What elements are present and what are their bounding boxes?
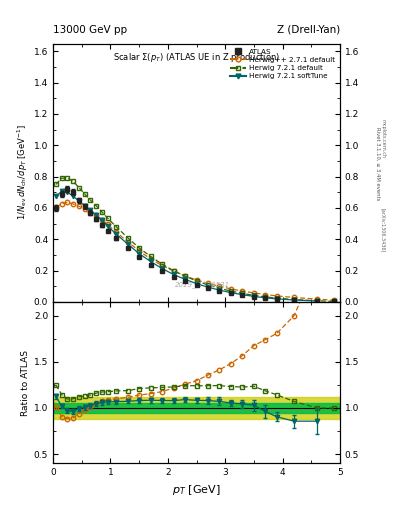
Y-axis label: $1/N_\mathrm{ev}\,dN_\mathrm{ch}/dp_T\;[\mathrm{GeV}^{-1}]$: $1/N_\mathrm{ev}\,dN_\mathrm{ch}/dp_T\;[… — [15, 125, 29, 221]
Text: 13000 GeV pp: 13000 GeV pp — [53, 25, 127, 35]
Text: [arXiv:1306.3436]: [arXiv:1306.3436] — [381, 208, 386, 252]
Text: 2019_I1736531: 2019_I1736531 — [174, 282, 230, 288]
Text: Z (Drell-Yan): Z (Drell-Yan) — [277, 25, 340, 35]
Text: mcplots.cern.ch: mcplots.cern.ch — [381, 119, 386, 158]
Y-axis label: Ratio to ATLAS: Ratio to ATLAS — [21, 350, 29, 416]
Text: Rivet 3.1.10, ≥ 3.4M events: Rivet 3.1.10, ≥ 3.4M events — [375, 127, 380, 201]
Legend: ATLAS, Herwig++ 2.7.1 default, Herwig 7.2.1 default, Herwig 7.2.1 softTune: ATLAS, Herwig++ 2.7.1 default, Herwig 7.… — [229, 47, 336, 81]
Text: Scalar $\Sigma(p_T)$ (ATLAS UE in Z production): Scalar $\Sigma(p_T)$ (ATLAS UE in Z prod… — [113, 51, 280, 65]
X-axis label: $p_T$ [GeV]: $p_T$ [GeV] — [172, 483, 221, 497]
